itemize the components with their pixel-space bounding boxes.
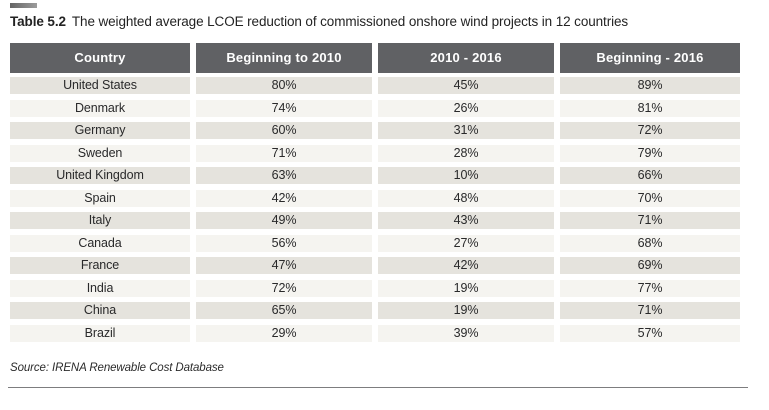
cell-country: India	[10, 279, 190, 297]
cell-beginning-2016: 89%	[560, 77, 740, 94]
lcoe-reduction-table: Country Beginning to 2010 2010 - 2016 Be…	[10, 43, 740, 342]
cell-beginning-to-2010: 29%	[196, 324, 372, 342]
cell-beginning-to-2010: 74%	[196, 99, 372, 117]
cell-beginning-2016: 79%	[560, 144, 740, 162]
cell-beginning-2016: 70%	[560, 189, 740, 207]
cell-beginning-2016: 69%	[560, 257, 740, 274]
cell-beginning-2016: 71%	[560, 302, 740, 319]
cell-2010-2016: 43%	[378, 212, 554, 229]
cell-2010-2016: 28%	[378, 144, 554, 162]
cell-beginning-to-2010: 63%	[196, 167, 372, 184]
cell-country: Sweden	[10, 144, 190, 162]
table-row: Canada 56% 27% 68%	[10, 234, 740, 252]
table-body: United States 80% 45% 89% Denmark 74% 26…	[10, 77, 740, 342]
cell-beginning-to-2010: 80%	[196, 77, 372, 94]
column-header-beginning-2016: Beginning - 2016	[560, 43, 740, 73]
table-row: China 65% 19% 71%	[10, 302, 740, 319]
cell-2010-2016: 10%	[378, 167, 554, 184]
table-row: France 47% 42% 69%	[10, 257, 740, 274]
cell-2010-2016: 39%	[378, 324, 554, 342]
cell-2010-2016: 42%	[378, 257, 554, 274]
cell-beginning-2016: 77%	[560, 279, 740, 297]
table-row: United Kingdom 63% 10% 66%	[10, 167, 740, 184]
cell-country: Canada	[10, 234, 190, 252]
cell-beginning-2016: 71%	[560, 212, 740, 229]
cell-country: Brazil	[10, 324, 190, 342]
table-caption-label: Table 5.2	[10, 14, 66, 29]
footer-rule	[8, 387, 748, 388]
cell-2010-2016: 48%	[378, 189, 554, 207]
cell-country: Denmark	[10, 99, 190, 117]
column-header-beginning-to-2010: Beginning to 2010	[196, 43, 372, 73]
cell-2010-2016: 19%	[378, 279, 554, 297]
cell-beginning-to-2010: 47%	[196, 257, 372, 274]
cell-beginning-to-2010: 72%	[196, 279, 372, 297]
cell-beginning-2016: 81%	[560, 99, 740, 117]
cell-country: Spain	[10, 189, 190, 207]
cell-country: Germany	[10, 122, 190, 139]
cell-beginning-to-2010: 49%	[196, 212, 372, 229]
table-row: Sweden 71% 28% 79%	[10, 144, 740, 162]
table-row: Germany 60% 31% 72%	[10, 122, 740, 139]
cell-2010-2016: 19%	[378, 302, 554, 319]
cell-2010-2016: 27%	[378, 234, 554, 252]
column-header-2010-2016: 2010 - 2016	[378, 43, 554, 73]
cell-beginning-to-2010: 71%	[196, 144, 372, 162]
table-row: Spain 42% 48% 70%	[10, 189, 740, 207]
table-header-row: Country Beginning to 2010 2010 - 2016 Be…	[10, 43, 740, 73]
decorative-bar	[10, 3, 37, 8]
source-note: Source: IRENA Renewable Cost Database	[10, 362, 224, 374]
table-row: United States 80% 45% 89%	[10, 77, 740, 94]
cell-beginning-to-2010: 42%	[196, 189, 372, 207]
cell-2010-2016: 45%	[378, 77, 554, 94]
column-header-country: Country	[10, 43, 190, 73]
cell-beginning-2016: 57%	[560, 324, 740, 342]
cell-beginning-to-2010: 60%	[196, 122, 372, 139]
table-row: Italy 49% 43% 71%	[10, 212, 740, 229]
table-row: India 72% 19% 77%	[10, 279, 740, 297]
table-caption-text: The weighted average LCOE reduction of c…	[71, 14, 629, 29]
cell-2010-2016: 26%	[378, 99, 554, 117]
cell-country: France	[10, 257, 190, 274]
cell-2010-2016: 31%	[378, 122, 554, 139]
cell-country: United Kingdom	[10, 167, 190, 184]
table-row: Denmark 74% 26% 81%	[10, 99, 740, 117]
cell-beginning-to-2010: 65%	[196, 302, 372, 319]
cell-beginning-2016: 66%	[560, 167, 740, 184]
cell-beginning-2016: 72%	[560, 122, 740, 139]
cell-country: United States	[10, 77, 190, 94]
cell-country: Italy	[10, 212, 190, 229]
table-row: Brazil 29% 39% 57%	[10, 324, 740, 342]
cell-beginning-2016: 68%	[560, 234, 740, 252]
cell-beginning-to-2010: 56%	[196, 234, 372, 252]
table-caption: Table 5.2 The weighted average LCOE reduc…	[10, 14, 750, 29]
cell-country: China	[10, 302, 190, 319]
